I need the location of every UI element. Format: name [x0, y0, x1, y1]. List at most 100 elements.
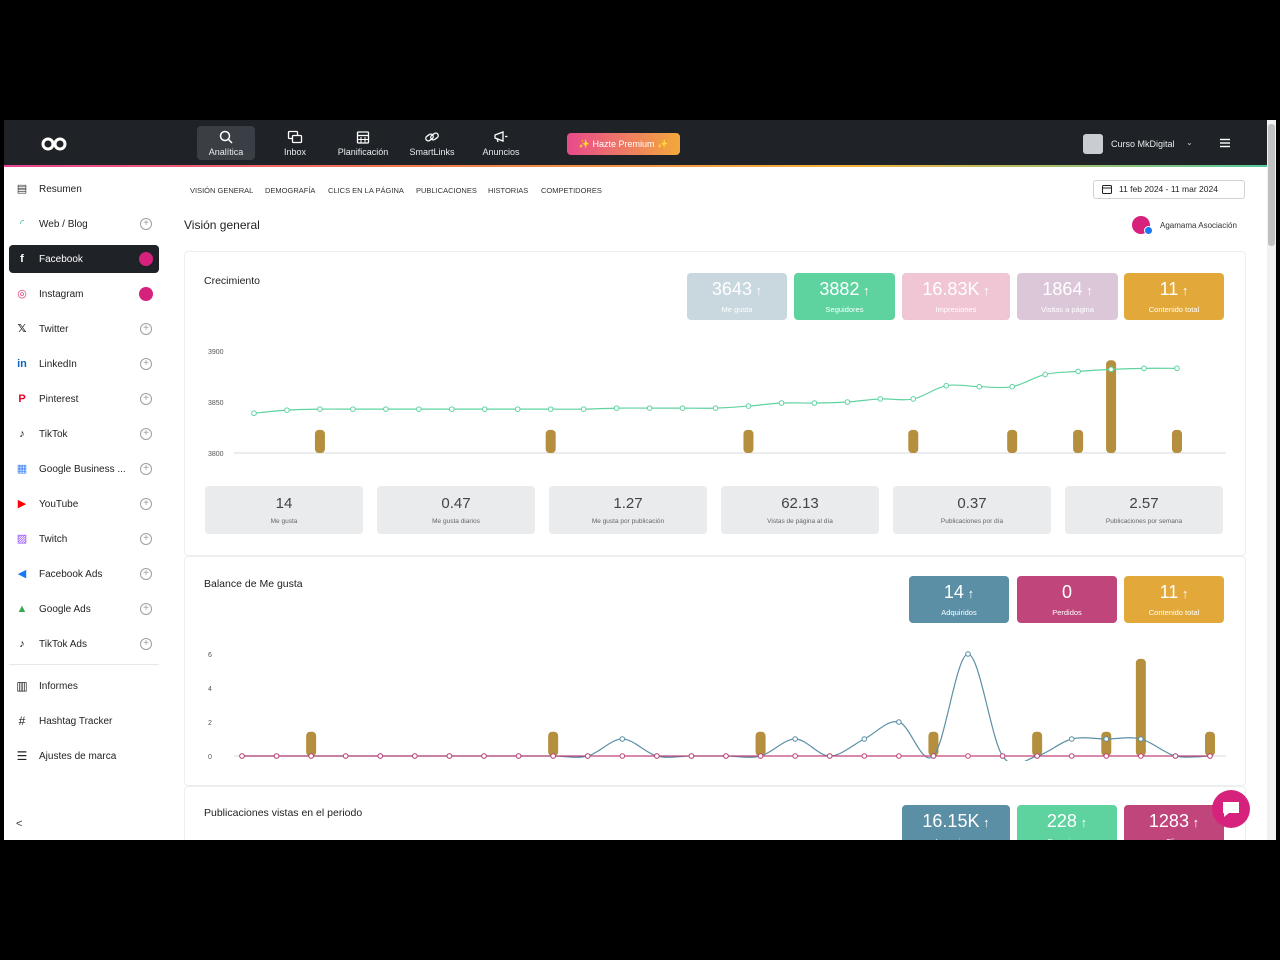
nav-ads[interactable]: Anuncios	[472, 126, 530, 160]
data-point[interactable]	[613, 405, 620, 411]
content-bar[interactable]	[1135, 658, 1146, 756]
data-point[interactable]	[1034, 753, 1040, 759]
nav-analytics[interactable]: Analítica	[197, 126, 255, 160]
data-point[interactable]	[619, 753, 626, 759]
content-bar[interactable]	[1172, 429, 1182, 453]
data-point[interactable]	[416, 406, 422, 412]
data-point[interactable]	[778, 400, 785, 406]
data-point[interactable]	[383, 406, 389, 412]
data-point[interactable]	[251, 410, 257, 417]
data-point[interactable]	[1103, 753, 1110, 759]
data-point[interactable]	[930, 753, 937, 759]
data-point[interactable]	[1009, 383, 1015, 390]
content-bar[interactable]	[1205, 731, 1215, 756]
data-point[interactable]	[547, 406, 554, 412]
kpi-tile[interactable]: 3882 ↑ Seguidores	[794, 273, 895, 320]
sidebar-tool-informes[interactable]: ▥ Informes	[9, 672, 159, 700]
sidebar-item-facebook-ads[interactable]: ◀ Facebook Ads +	[9, 560, 159, 588]
data-point[interactable]	[965, 753, 971, 759]
tab-competitors[interactable]: COMPETIDORES	[541, 186, 602, 195]
sidebar-item-tiktok[interactable]: ♪ TikTok +	[9, 420, 159, 448]
sidebar-item-tiktok-ads[interactable]: ♪ TikTok Ads +	[9, 630, 159, 658]
data-point[interactable]	[723, 753, 729, 759]
data-point[interactable]	[861, 736, 868, 742]
data-point[interactable]	[1075, 368, 1081, 375]
logo-icon[interactable]	[41, 134, 67, 154]
data-point[interactable]	[844, 399, 851, 405]
data-point[interactable]	[1172, 753, 1179, 759]
data-point[interactable]	[448, 406, 455, 412]
hamburger-menu-icon[interactable]	[1218, 136, 1232, 150]
kpi-tile[interactable]: 1283 ↑ Clics	[1124, 805, 1224, 840]
add-icon[interactable]: +	[140, 463, 152, 475]
kpi-tile[interactable]: 0 Perdidos	[1017, 576, 1117, 623]
data-point[interactable]	[239, 753, 245, 759]
add-icon[interactable]: +	[140, 358, 152, 370]
kpi-tile[interactable]: 14 ↑ Adquiridos	[909, 576, 1009, 623]
add-icon[interactable]: +	[140, 218, 152, 230]
sidebar-tool-ajustes-de-marca[interactable]: ☰ Ajustes de marca	[9, 742, 159, 770]
content-bar[interactable]	[1073, 429, 1084, 453]
data-point[interactable]	[1174, 365, 1180, 372]
data-point[interactable]	[1141, 365, 1147, 372]
add-icon[interactable]: +	[140, 638, 152, 650]
nav-inbox[interactable]: Inbox	[266, 126, 324, 160]
scrollbar[interactable]	[1267, 120, 1276, 840]
tab-posts[interactable]: PUBLICACIONES	[416, 186, 477, 195]
data-point[interactable]	[861, 753, 868, 759]
content-bar[interactable]	[928, 731, 939, 756]
data-point[interactable]	[826, 753, 833, 759]
data-point[interactable]	[342, 753, 349, 759]
data-point[interactable]	[284, 407, 290, 413]
kpi-tile[interactable]: 16.83K ↑ Impresiones	[902, 273, 1010, 320]
content-bar[interactable]	[306, 731, 317, 756]
data-point[interactable]	[350, 406, 356, 412]
data-point[interactable]	[757, 753, 764, 759]
data-point[interactable]	[481, 406, 488, 412]
sidebar-item-resumen[interactable]: ▤ Resumen	[9, 175, 159, 203]
kpi-tile[interactable]: 1864 ↑ Visitas a página	[1017, 273, 1118, 320]
content-bar[interactable]	[743, 429, 754, 453]
data-point[interactable]	[1207, 753, 1213, 759]
data-point[interactable]	[943, 382, 950, 389]
add-icon[interactable]: +	[140, 323, 152, 335]
data-point[interactable]	[550, 753, 556, 759]
tab-overview[interactable]: VISIÓN GENERAL	[190, 186, 254, 195]
content-bar[interactable]	[1101, 731, 1112, 756]
data-point[interactable]	[273, 753, 280, 759]
data-point[interactable]	[976, 383, 983, 390]
date-range-picker[interactable]: 11 feb 2024 - 11 mar 2024	[1093, 180, 1245, 199]
content-bar[interactable]	[548, 731, 559, 756]
kpi-tile[interactable]: 11 ↑ Contenido total	[1124, 273, 1224, 320]
content-bar[interactable]	[545, 429, 556, 453]
content-bar[interactable]	[1032, 731, 1043, 756]
kpi-tile[interactable]: 3643 ↑ Me gusta	[687, 273, 787, 320]
data-point[interactable]	[1108, 366, 1114, 373]
add-icon[interactable]: +	[140, 498, 152, 510]
data-point[interactable]	[308, 753, 314, 759]
add-icon[interactable]: +	[140, 393, 152, 405]
data-point[interactable]	[654, 753, 660, 759]
sidebar-item-youtube[interactable]: ▶ YouTube +	[9, 490, 159, 518]
content-bar[interactable]	[908, 429, 919, 453]
data-point[interactable]	[999, 753, 1006, 759]
data-point[interactable]	[1138, 736, 1144, 742]
chat-button[interactable]	[1212, 790, 1250, 828]
sidebar-item-linkedin[interactable]: in LinkedIn +	[9, 350, 159, 378]
data-point[interactable]	[446, 753, 453, 759]
kpi-tile[interactable]: 11 ↑ Contenido total	[1124, 576, 1224, 623]
tab-demographics[interactable]: DEMOGRAFÍA	[265, 186, 316, 195]
add-icon[interactable]: +	[140, 603, 152, 615]
data-point[interactable]	[792, 753, 798, 759]
data-point[interactable]	[1068, 736, 1075, 742]
data-point[interactable]	[910, 396, 917, 402]
data-point[interactable]	[679, 405, 686, 411]
data-point[interactable]	[1103, 736, 1110, 742]
data-point[interactable]	[1068, 753, 1075, 759]
premium-button[interactable]: ✨ Hazte Premium ✨	[567, 133, 680, 155]
data-point[interactable]	[896, 753, 902, 759]
content-bar[interactable]	[1007, 429, 1018, 453]
add-icon[interactable]: +	[140, 428, 152, 440]
data-point[interactable]	[965, 651, 971, 657]
sidebar-item-pinterest[interactable]: P Pinterest +	[9, 385, 159, 413]
